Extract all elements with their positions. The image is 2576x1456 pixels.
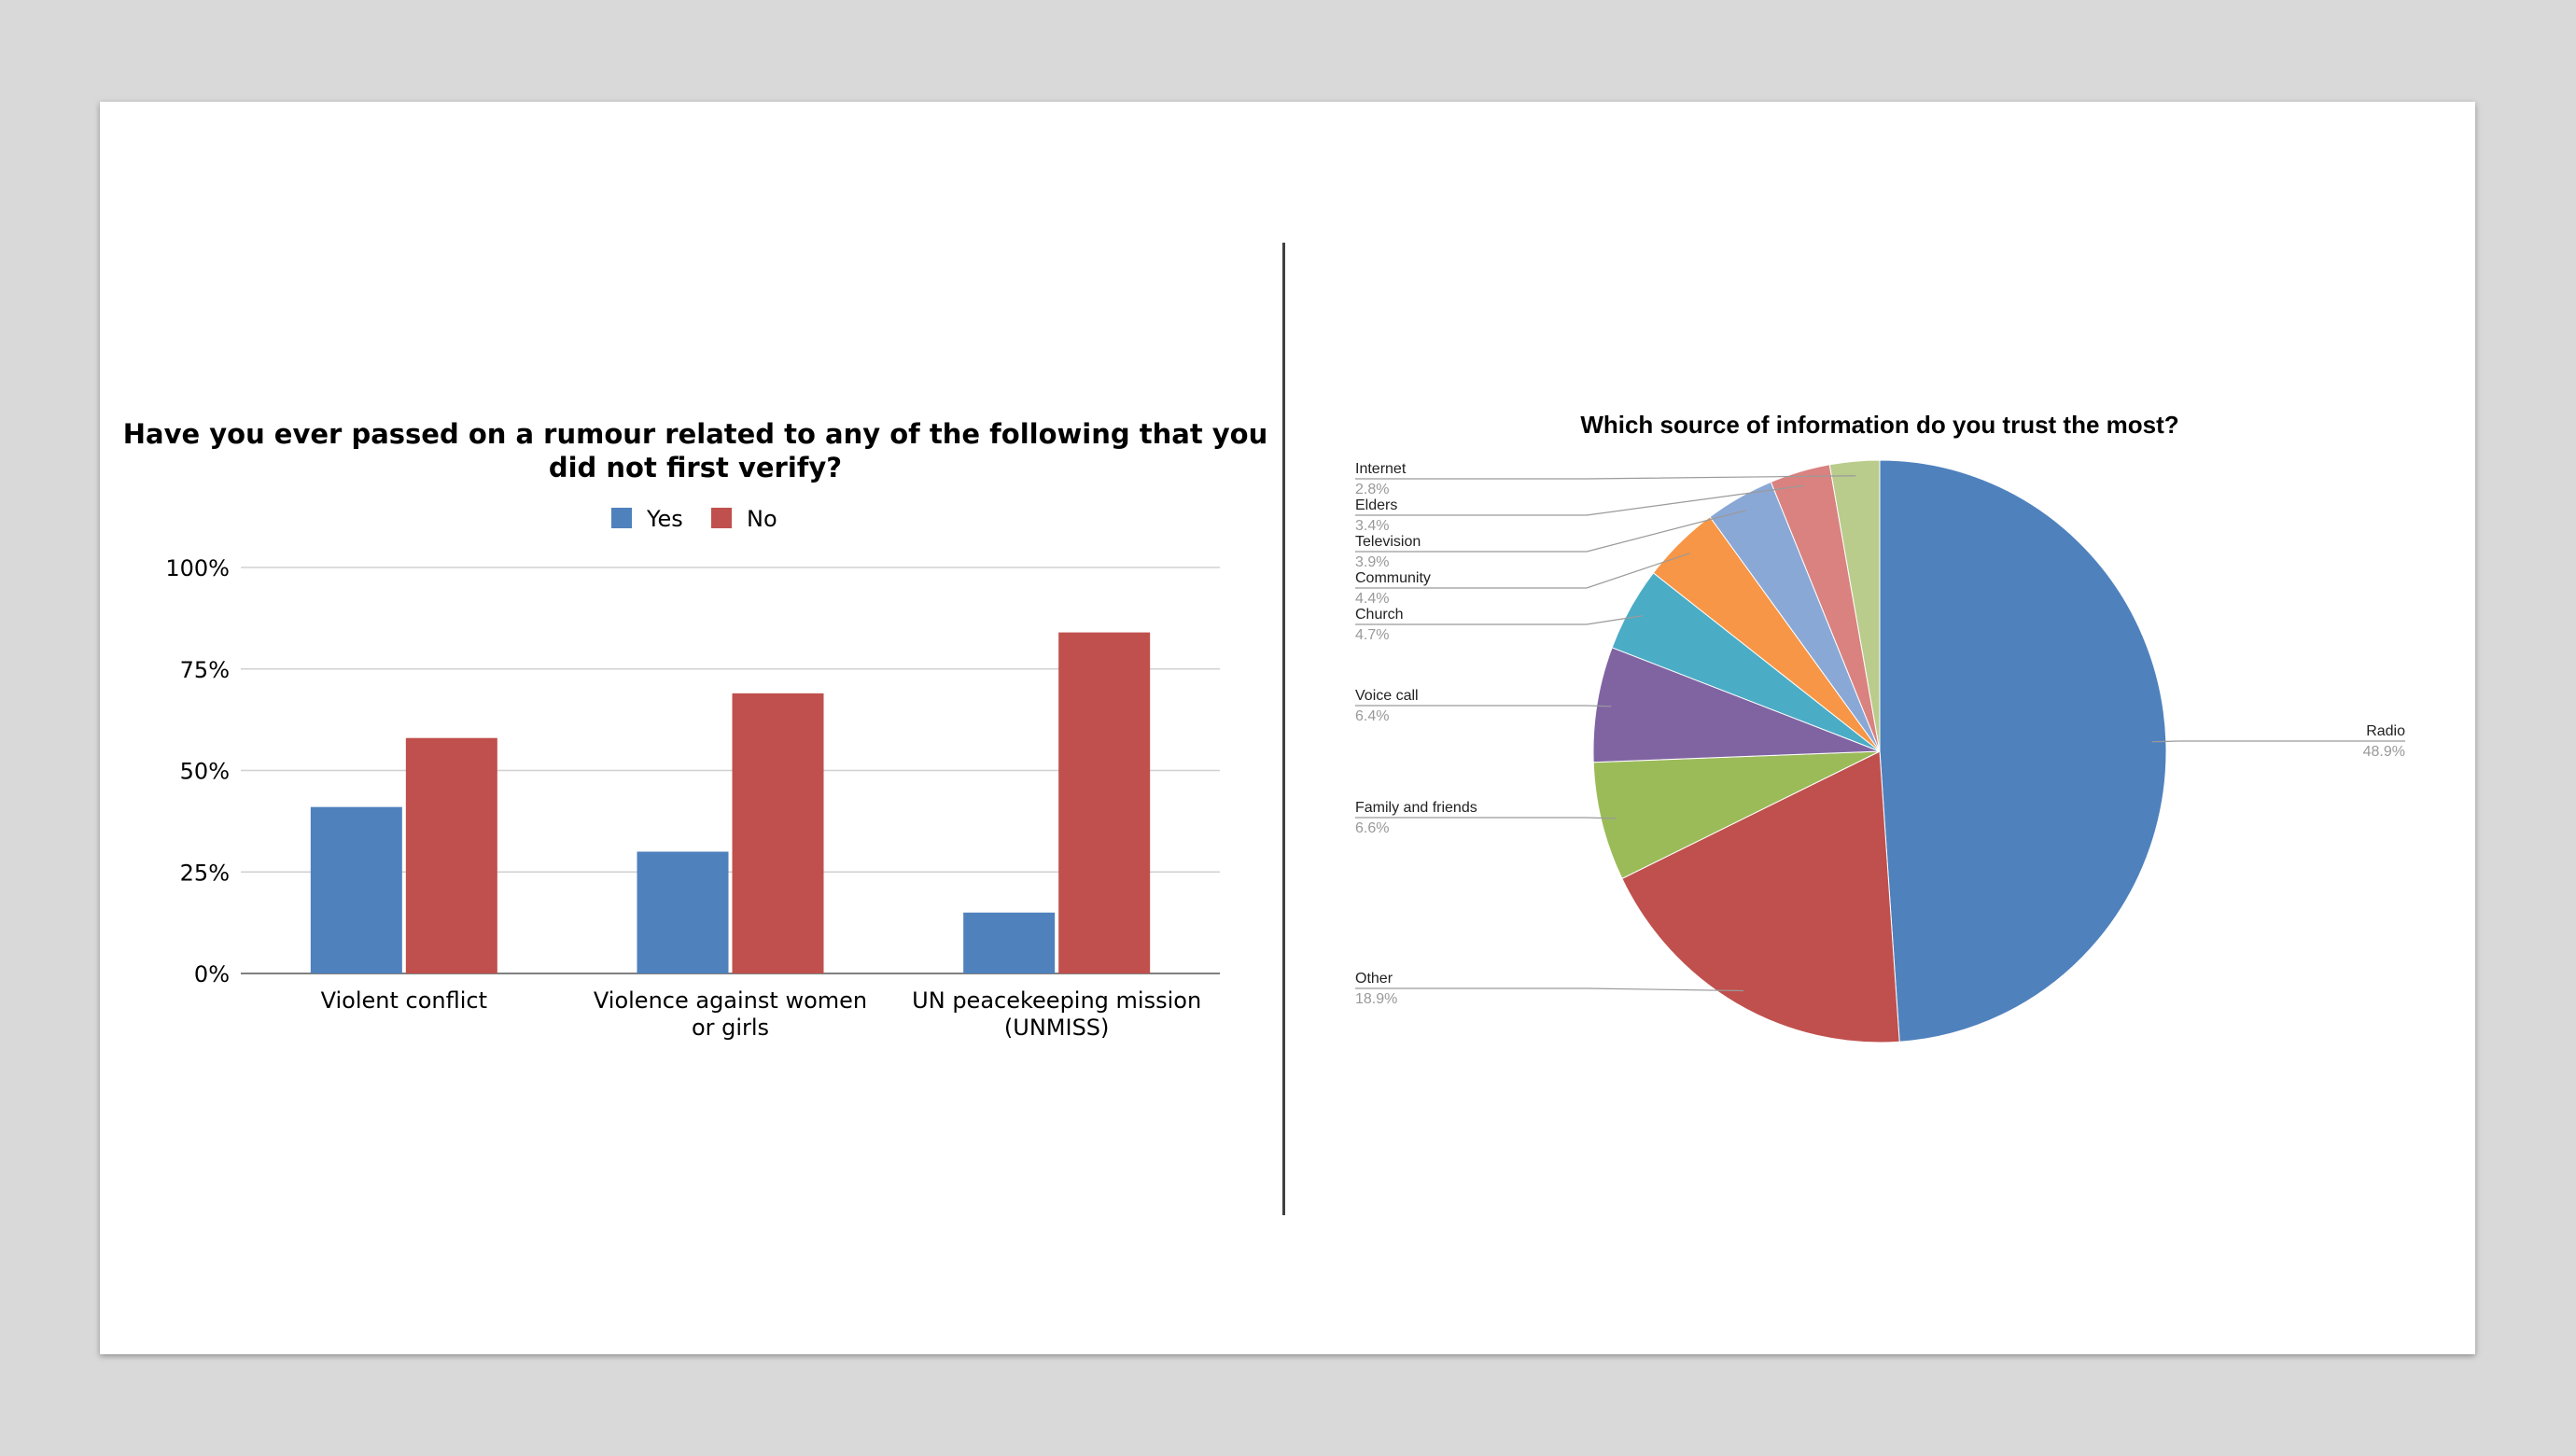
pie-leader-voice-call (1355, 705, 1612, 707)
pie-chart: Which source of information do you trust… (1355, 411, 2405, 1043)
bar-chart: Have you ever passed on a rumour related… (123, 418, 1268, 1041)
pie-leader-family-and-friends (1355, 817, 1617, 819)
pie-pct-family-and-friends: 6.6% (1355, 820, 1389, 836)
bar-yes-0 (310, 806, 402, 973)
x-tick-label: UN peacekeeping mission (912, 987, 1201, 1014)
pie-label-other: Other (1355, 971, 1393, 987)
x-tick-label: Violent conflict (321, 987, 487, 1014)
bar-yes-1 (637, 851, 729, 973)
bar-no-0 (405, 737, 497, 973)
x-tick-label: or girls (692, 1015, 769, 1041)
pie-label-elders: Elders (1355, 497, 1397, 513)
pie-leader-community (1355, 553, 1690, 589)
pie-leader-church (1355, 615, 1643, 625)
y-tick-label: 50% (180, 759, 230, 785)
pie-pct-church: 4.7% (1355, 627, 1389, 643)
pie-pct-television: 3.9% (1355, 554, 1389, 570)
pie-pct-other: 18.9% (1355, 991, 1397, 1007)
pie-leader-radio (2151, 740, 2405, 743)
legend-swatch-yes (611, 508, 632, 528)
y-tick-label: 75% (180, 657, 230, 683)
pie-label-internet: Internet (1355, 461, 1407, 477)
legend-swatch-no (711, 508, 732, 528)
pie-pct-elders: 3.4% (1355, 518, 1389, 534)
bar-chart-title: Have you ever passed on a rumour related… (123, 418, 1268, 450)
y-tick-label: 0% (194, 961, 230, 987)
bar-no-2 (1058, 632, 1151, 973)
pie-pct-community: 4.4% (1355, 591, 1389, 607)
pie-slice-family-and-friends (1592, 750, 1881, 880)
pie-label-community: Community (1355, 570, 1431, 586)
bar-yes-2 (963, 912, 1056, 973)
bar-no-1 (732, 693, 824, 973)
x-tick-label: Violence against women (594, 987, 867, 1014)
pie-leader-television (1355, 510, 1747, 553)
pie-slice-internet (1828, 459, 1881, 752)
pie-label-family-and-friends: Family and friends (1355, 800, 1477, 816)
x-tick-label: (UNMISS) (1004, 1015, 1110, 1041)
pie-label-radio: Radio (2366, 723, 2405, 739)
pie-pct-voice-call: 6.4% (1355, 708, 1389, 724)
pie-chart-title: Which source of information do you trust… (1580, 411, 2178, 439)
pie-leader-elders (1355, 484, 1804, 516)
legend-label-no: No (747, 506, 777, 532)
pie-slice-radio (1879, 459, 2167, 1043)
bar-chart-title: did not first verify? (549, 452, 842, 483)
pie-label-television: Television (1355, 534, 1421, 550)
divider (1282, 243, 1285, 1215)
pie-label-church: Church (1355, 607, 1404, 623)
pie-slice-other (1621, 750, 1900, 1043)
y-tick-label: 25% (180, 860, 230, 886)
pie-pct-internet: 2.8% (1355, 482, 1389, 497)
pie-leader-other (1355, 987, 1743, 992)
pie-leader-internet (1355, 475, 1856, 480)
legend-label-yes: Yes (646, 506, 683, 532)
pie-slice-voice-call (1592, 647, 1881, 763)
pie-pct-radio: 48.9% (2363, 744, 2405, 760)
y-tick-label: 100% (165, 555, 230, 581)
pie-label-voice-call: Voice call (1355, 688, 1419, 704)
